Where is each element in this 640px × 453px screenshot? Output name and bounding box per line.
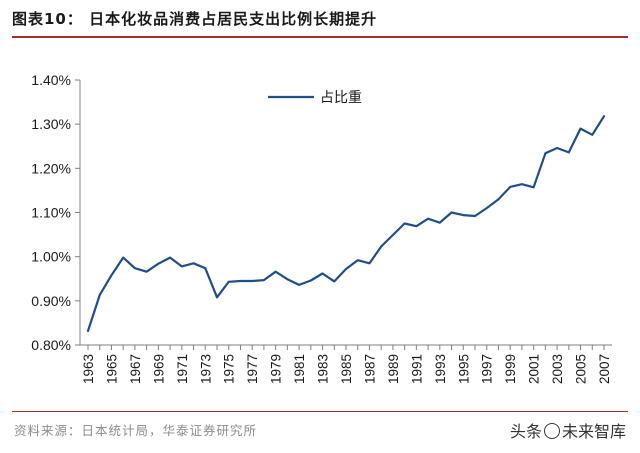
y-tick-label: 1.00% — [31, 249, 71, 265]
x-tick-label: 1977 — [245, 354, 260, 384]
x-tick-label: 1991 — [409, 354, 424, 384]
y-axis: 0.80% 0.90% 1.00% 1.10% 1.20% 1.30% 1.40% — [31, 72, 81, 353]
legend-label: 占比重 — [320, 90, 362, 106]
x-tick-label: 1999 — [503, 354, 518, 384]
y-tick-label: 1.20% — [31, 160, 71, 176]
x-tick-label: 1987 — [362, 354, 377, 384]
x-tick-label: 1965 — [104, 354, 119, 384]
x-tick-label: 1973 — [198, 354, 213, 384]
watermark: 头条 未来智库 — [510, 418, 626, 442]
x-tick-label: 2003 — [550, 354, 565, 384]
y-tick-label: 1.40% — [31, 72, 71, 88]
x-tick-label: 1995 — [456, 354, 471, 384]
page-title: 图表10： 日本化妆品消费占居民支出比例长期提升 — [12, 10, 378, 28]
x-tick-label: 2005 — [574, 354, 589, 384]
x-tick-label: 2007 — [597, 354, 612, 384]
x-tick-label: 1967 — [128, 354, 143, 384]
source-note: 资料来源：日本统计局，华泰证券研究所 — [14, 423, 258, 438]
x-tick-label: 1989 — [386, 354, 401, 384]
x-tick-label: 1963 — [81, 354, 96, 384]
x-tick-label: 1975 — [222, 354, 237, 384]
line-chart: 0.80% 0.90% 1.00% 1.10% 1.20% 1.30% 1.40% 1963… — [31, 72, 612, 384]
at-circle-icon — [543, 423, 560, 439]
y-tick-label: 0.80% — [31, 337, 71, 353]
x-tick-label: 1979 — [269, 354, 284, 384]
y-tick-label: 0.90% — [31, 293, 71, 309]
title-bar: 图表10： 日本化妆品消费占居民支出比例长期提升 — [12, 8, 628, 38]
series-layer — [86, 115, 606, 332]
y-tick-label: 1.30% — [31, 116, 71, 132]
y-tick-label: 1.10% — [31, 205, 71, 221]
watermark-suffix: 未来智库 — [561, 422, 626, 441]
footer-divider — [12, 411, 628, 412]
x-tick-label: 2001 — [527, 354, 542, 384]
x-tick-label: 1997 — [480, 354, 495, 384]
watermark-prefix: 头条 — [509, 422, 542, 441]
series-line-占比重 — [86, 115, 606, 332]
x-tick-label: 1969 — [151, 354, 166, 384]
x-axis: 1963 1965 1967 1969 1971 1973 1975 1977 1979 1981… — [80, 344, 612, 384]
x-tick-label: 1983 — [316, 354, 331, 384]
x-tick-label: 1993 — [433, 354, 448, 384]
x-tick-label: 1971 — [175, 354, 190, 384]
title-divider — [12, 36, 628, 38]
x-tick-label: 1985 — [339, 354, 354, 384]
legend: 占比重 — [268, 90, 362, 106]
x-tick-label: 1981 — [292, 354, 307, 384]
